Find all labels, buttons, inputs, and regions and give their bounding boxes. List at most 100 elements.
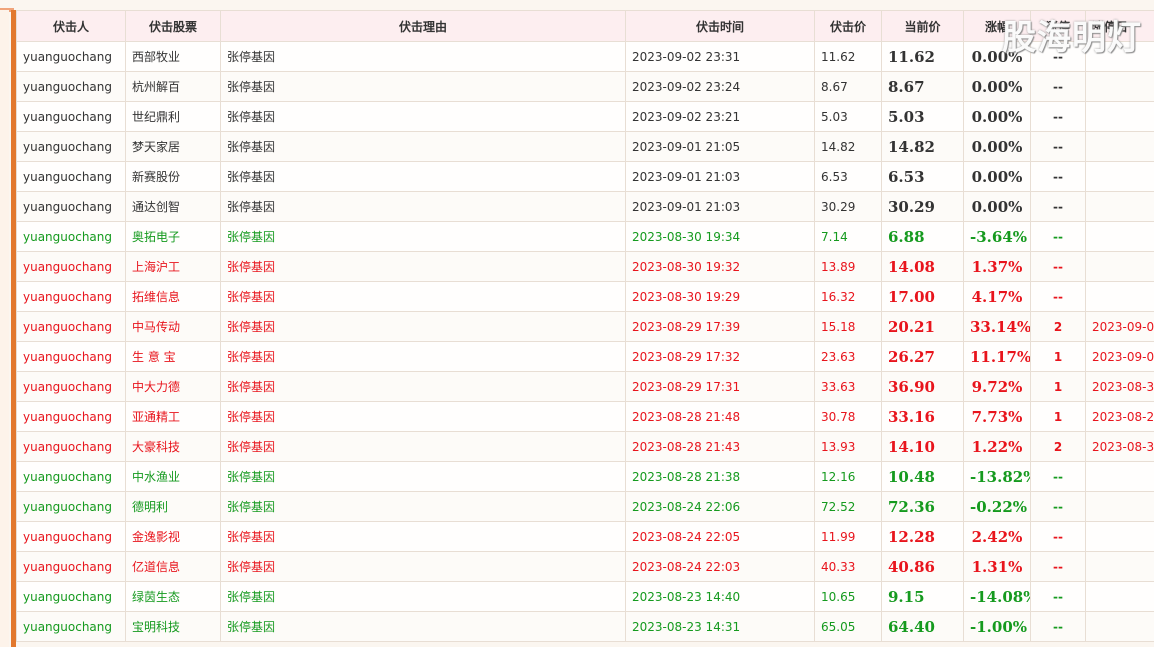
row-time: 2023-09-02 23:21	[625, 101, 815, 132]
row-time: 2023-08-23 14:31	[625, 611, 815, 642]
row-limit-count: --	[1030, 611, 1086, 642]
header-limit-date: 涨停日	[1085, 10, 1154, 42]
row-limit-date	[1085, 251, 1154, 282]
row-price: 7.14	[814, 221, 882, 252]
row-stock[interactable]: 中水渔业	[125, 461, 221, 492]
row-limit-date	[1085, 461, 1154, 492]
row-change: 1.22%	[963, 431, 1031, 462]
row-limit-count: --	[1030, 101, 1086, 132]
row-change: 0.00%	[963, 71, 1031, 102]
row-limit-count: --	[1030, 251, 1086, 282]
row-price: 30.29	[814, 191, 882, 222]
row-price: 11.62	[814, 41, 882, 72]
row-limit-count: --	[1030, 191, 1086, 222]
row-limit-count: 1	[1030, 341, 1086, 372]
row-stock[interactable]: 宝明科技	[125, 611, 221, 642]
row-current: 20.21	[881, 311, 964, 342]
row-current: 30.29	[881, 191, 964, 222]
row-user: yuanguochang	[16, 491, 126, 522]
row-limit-count: --	[1030, 461, 1086, 492]
row-change: 1.31%	[963, 551, 1031, 582]
row-stock[interactable]: 新赛股份	[125, 161, 221, 192]
row-reason: 张停基因	[220, 461, 626, 492]
row-current: 64.40	[881, 611, 964, 642]
row-reason: 张停基因	[220, 101, 626, 132]
row-stock[interactable]: 大豪科技	[125, 431, 221, 462]
row-reason: 张停基因	[220, 131, 626, 162]
row-price: 16.32	[814, 281, 882, 312]
row-price: 30.78	[814, 401, 882, 432]
row-stock[interactable]: 亿道信息	[125, 551, 221, 582]
table-row: yuanguochang 梦天家居 张停基因 2023-09-01 21:05 14.8…	[16, 131, 1154, 162]
row-current: 10.48	[881, 461, 964, 492]
row-limit-date	[1085, 581, 1154, 612]
row-reason: 张停基因	[220, 521, 626, 552]
row-change: 4.17%	[963, 281, 1031, 312]
row-change: -0.22%	[963, 491, 1031, 522]
row-reason: 张停基因	[220, 311, 626, 342]
row-reason: 张停基因	[220, 401, 626, 432]
table-row: yuanguochang 上海沪工 张停基因 2023-08-30 19:32 13.8…	[16, 251, 1154, 282]
row-stock[interactable]: 德明利	[125, 491, 221, 522]
row-limit-count: --	[1030, 161, 1086, 192]
row-user: yuanguochang	[16, 431, 126, 462]
row-stock[interactable]: 上海沪工	[125, 251, 221, 282]
header-price: 伏击价	[814, 10, 882, 42]
row-stock[interactable]: 亚通精工	[125, 401, 221, 432]
row-current: 6.88	[881, 221, 964, 252]
row-price: 13.89	[814, 251, 882, 282]
row-stock[interactable]: 拓维信息	[125, 281, 221, 312]
row-stock[interactable]: 中马传动	[125, 311, 221, 342]
row-time: 2023-08-28 21:48	[625, 401, 815, 432]
row-stock[interactable]: 杭州解百	[125, 71, 221, 102]
row-time: 2023-08-24 22:06	[625, 491, 815, 522]
row-user: yuanguochang	[16, 401, 126, 432]
row-user: yuanguochang	[16, 311, 126, 342]
row-reason: 张停基因	[220, 611, 626, 642]
row-user: yuanguochang	[16, 251, 126, 282]
ambush-table-container: 伏击人 伏击股票 伏击理由 伏击时间 伏击价 当前价 涨幅 涨停 涨停日 yua…	[16, 10, 1154, 642]
row-change: 33.14%	[963, 311, 1031, 342]
row-change: 2.42%	[963, 521, 1031, 552]
row-time: 2023-08-29 17:32	[625, 341, 815, 372]
row-stock[interactable]: 生 意 宝	[125, 341, 221, 372]
table-row: yuanguochang 宝明科技 张停基因 2023-08-23 14:31 65.0…	[16, 611, 1154, 642]
row-stock[interactable]: 中大力德	[125, 371, 221, 402]
row-current: 14.08	[881, 251, 964, 282]
row-stock[interactable]: 金逸影视	[125, 521, 221, 552]
row-limit-count: --	[1030, 551, 1086, 582]
row-time: 2023-08-23 14:40	[625, 581, 815, 612]
row-time: 2023-08-28 21:43	[625, 431, 815, 462]
row-change: 7.73%	[963, 401, 1031, 432]
row-user: yuanguochang	[16, 191, 126, 222]
row-stock[interactable]: 西部牧业	[125, 41, 221, 72]
row-price: 12.16	[814, 461, 882, 492]
row-price: 8.67	[814, 71, 882, 102]
row-stock[interactable]: 通达创智	[125, 191, 221, 222]
row-limit-date	[1085, 71, 1154, 102]
row-user: yuanguochang	[16, 41, 126, 72]
row-time: 2023-09-01 21:03	[625, 191, 815, 222]
row-stock[interactable]: 绿茵生态	[125, 581, 221, 612]
table-row: yuanguochang 生 意 宝张停基因 2023-08-29 17:32 23.…	[16, 341, 1154, 372]
table-row: yuanguochang 德明利 张停基因 2023-08-24 22:06 72.52…	[16, 491, 1154, 522]
row-user: yuanguochang	[16, 281, 126, 312]
row-limit-count: --	[1030, 491, 1086, 522]
row-price: 10.65	[814, 581, 882, 612]
table-row: yuanguochang 绿茵生态 张停基因 2023-08-23 14:40 10.6…	[16, 581, 1154, 612]
row-price: 15.18	[814, 311, 882, 342]
row-limit-count: --	[1030, 281, 1086, 312]
row-time: 2023-08-30 19:34	[625, 221, 815, 252]
row-reason: 张停基因	[220, 581, 626, 612]
row-current: 40.86	[881, 551, 964, 582]
row-limit-date: 2023-08-30	[1085, 431, 1154, 462]
row-user: yuanguochang	[16, 521, 126, 552]
table-row: yuanguochang 中水渔业 张停基因 2023-08-28 21:38 12.1…	[16, 461, 1154, 492]
row-stock[interactable]: 梦天家居	[125, 131, 221, 162]
header-reason: 伏击理由	[220, 10, 626, 42]
row-stock[interactable]: 世纪鼎利	[125, 101, 221, 132]
table-row: yuanguochang 杭州解百 张停基因 2023-09-02 23:24 8.67…	[16, 71, 1154, 102]
row-change: 11.17%	[963, 341, 1031, 372]
row-limit-date: 2023-09-01	[1085, 311, 1154, 342]
row-stock[interactable]: 奥拓电子	[125, 221, 221, 252]
